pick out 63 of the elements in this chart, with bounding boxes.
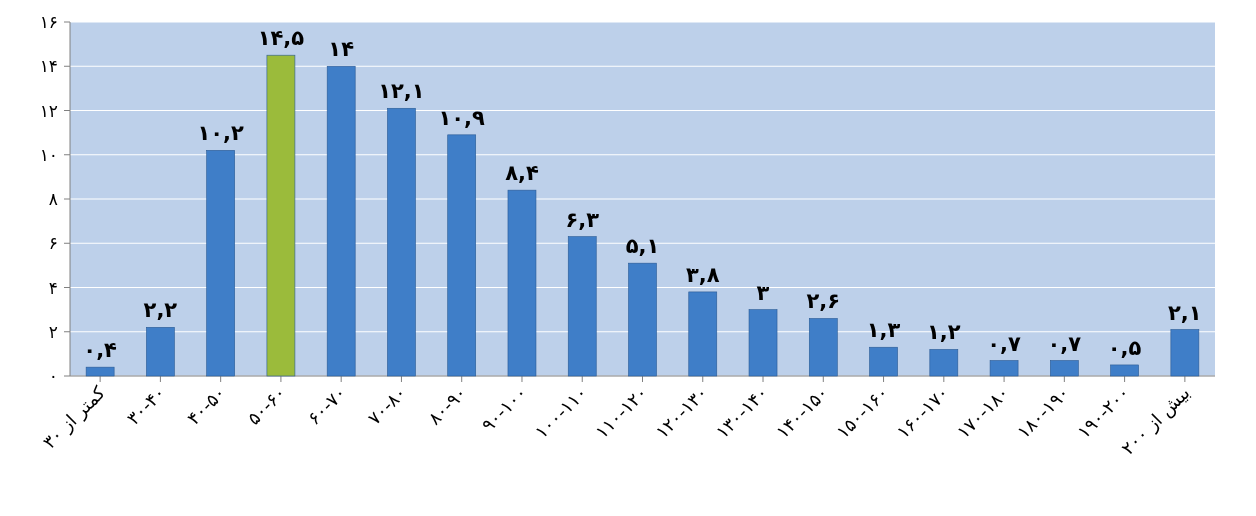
data-label: ۳,۸ [685, 262, 720, 287]
x-tick-label: ۸۰-۹۰ [423, 381, 471, 429]
bar [869, 346, 898, 377]
x-tick-label: ۱۷۰-۱۸۰ [952, 381, 1013, 443]
bar [447, 134, 477, 377]
data-label: ۱۴ [328, 37, 355, 62]
bar [989, 360, 1019, 377]
data-label: ۳ [756, 280, 770, 305]
bar [1110, 364, 1139, 377]
x-tick-label: ۱۴۰-۱۵۰ [771, 381, 833, 443]
x-tick-label: ۱۸۰-۱۹۰ [1012, 381, 1074, 443]
y-tick-label: ۱۴ [39, 56, 58, 77]
data-label: ۸,۴ [505, 161, 539, 186]
bar [567, 236, 597, 377]
bar [507, 189, 537, 377]
y-tick-label: ۴ [48, 277, 58, 298]
data-label: ۰,۴ [83, 338, 118, 363]
data-label: ۰,۷ [987, 331, 1022, 356]
y-tick-label: ۶ [48, 233, 58, 254]
x-tick-label: ۱۵۰-۱۶۰ [831, 381, 893, 443]
y-tick-label: ۱۶ [39, 12, 58, 32]
y-tick-label: ۱۰ [39, 144, 58, 165]
data-label: ۰,۷ [1047, 331, 1082, 356]
bar [748, 309, 778, 377]
x-tick-label: ۴۰-۵۰ [182, 381, 230, 429]
bar [808, 318, 838, 377]
bar [326, 65, 356, 377]
x-tick-label: ۳۰-۴۰ [122, 381, 170, 429]
data-label: ۲,۱ [1168, 300, 1202, 325]
bar [387, 107, 416, 377]
x-tick-label: ۱۰۰-۱۱۰ [530, 381, 592, 443]
x-tick-label: ۹۰-۱۰۰ [477, 381, 531, 436]
x-tick-label: ۱۱۰-۱۲۰ [590, 381, 652, 443]
data-label: ۶,۳ [565, 207, 600, 232]
x-tick-label: ۱۳۰-۱۴۰ [711, 381, 772, 443]
bar [85, 366, 115, 377]
data-label: ۰,۵ [1107, 335, 1142, 360]
bar [206, 150, 235, 377]
bar [266, 54, 296, 377]
y-tick-label: ۸ [48, 189, 58, 209]
x-tick-label: ۷۰-۸۰ [363, 381, 411, 429]
x-tick-label: ۱۲۰-۱۳۰ [651, 381, 712, 443]
data-label: ۲,۶ [806, 289, 841, 314]
bar [146, 327, 175, 377]
data-label: ۲,۲ [143, 298, 178, 323]
bar [1050, 360, 1079, 377]
data-label: ۱,۳ [866, 318, 901, 343]
x-tick-label: ۱۹۰-۲۰۰ [1072, 381, 1134, 443]
y-tick-label: ۲ [48, 321, 58, 342]
bar [929, 349, 959, 377]
bar [1170, 329, 1200, 377]
x-tick-label: ۶۰-۷۰ [303, 381, 351, 429]
data-label: ۵,۱ [625, 234, 660, 259]
data-label: ۱,۲ [927, 320, 961, 345]
bar [628, 262, 657, 377]
bar [688, 291, 718, 377]
data-label: ۱۴,۵ [257, 26, 305, 51]
data-label: ۱۰,۲ [197, 121, 245, 146]
y-tick-label: ۱۲ [39, 100, 58, 121]
x-tick-label: ۵۰-۶۰ [242, 381, 290, 429]
data-label: ۱۰,۹ [438, 105, 486, 130]
x-tick-label: ۱۶۰-۱۷۰ [892, 381, 953, 443]
data-label: ۱۲,۱ [378, 79, 425, 104]
